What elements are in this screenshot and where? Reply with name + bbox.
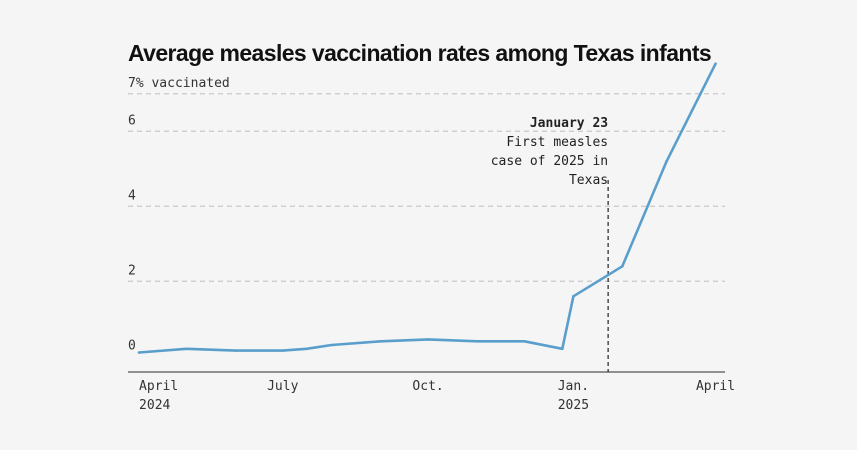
x-tick-label: July bbox=[267, 379, 298, 394]
data-point bbox=[475, 339, 479, 343]
chart-title: Average measles vaccination rates among … bbox=[128, 40, 712, 66]
y-tick-label: 7% vaccinated bbox=[128, 76, 230, 91]
annotation-text: case of 2025 in bbox=[491, 154, 608, 169]
data-point bbox=[281, 349, 285, 352]
data-point bbox=[665, 159, 668, 163]
data-point bbox=[234, 349, 237, 352]
x-tick-label: April bbox=[696, 379, 735, 394]
x-tick-label: Oct. bbox=[412, 379, 443, 394]
series-line bbox=[137, 62, 717, 354]
annotation-text: First measles bbox=[506, 135, 608, 150]
annotation-text: January 23 bbox=[530, 116, 608, 131]
y-tick-label: 0 bbox=[128, 338, 136, 353]
annotation-text: Texas bbox=[569, 173, 608, 188]
data-point bbox=[621, 264, 624, 268]
y-tick-label: 2 bbox=[128, 263, 136, 278]
grid-layer bbox=[128, 93, 725, 282]
data-point bbox=[305, 347, 308, 351]
label-layer: 0 2 4 6 7% vaccinated April 2024 July Oct. Jan. 20… bbox=[128, 76, 735, 413]
y-tick-label: 4 bbox=[128, 188, 136, 203]
data-point bbox=[185, 347, 188, 351]
x-tick-label: April bbox=[139, 379, 178, 394]
y-tick-label: 6 bbox=[128, 113, 136, 128]
x-tick-label: Jan. bbox=[558, 379, 589, 394]
series-layer bbox=[137, 62, 717, 354]
data-point bbox=[523, 339, 526, 343]
data-point bbox=[426, 338, 430, 341]
data-point bbox=[572, 294, 575, 298]
data-point bbox=[137, 351, 141, 354]
data-point bbox=[379, 339, 382, 343]
data-point bbox=[714, 62, 717, 66]
data-point bbox=[561, 347, 564, 351]
x-tick-sublabel: 2025 bbox=[558, 398, 589, 413]
x-tick-sublabel: 2024 bbox=[139, 398, 170, 413]
data-point bbox=[330, 343, 334, 347]
